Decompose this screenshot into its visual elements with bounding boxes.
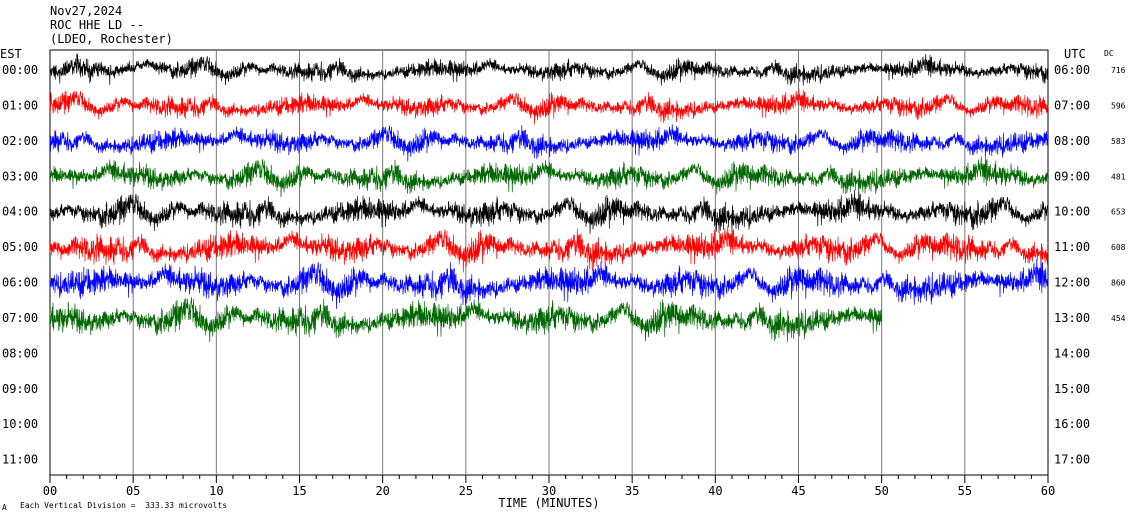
- trace-hour-0: [49, 53, 1049, 86]
- x-tick-label: 25: [459, 484, 473, 498]
- x-tick-label: 40: [708, 484, 722, 498]
- right-hour-label: 11:00: [1054, 240, 1090, 254]
- x-axis-title: TIME (MINUTES): [498, 496, 599, 510]
- timezone-left-label: EST: [0, 47, 22, 61]
- right-hour-label: 10:00: [1054, 205, 1090, 219]
- left-hour-label: 06:00: [2, 276, 38, 290]
- right-hour-label: 12:00: [1054, 276, 1090, 290]
- right-hour-label: 15:00: [1054, 382, 1090, 396]
- left-hour-label: 01:00: [2, 98, 38, 112]
- scale-note: Each Vertical Division = 333.33 microvol…: [20, 501, 228, 510]
- x-tick-label: 35: [625, 484, 639, 498]
- left-hour-label: 02:00: [2, 134, 38, 148]
- dc-value-label: 454: [1111, 314, 1126, 323]
- trace-hour-5: [49, 225, 1049, 273]
- left-hour-label: 04:00: [2, 205, 38, 219]
- dc-value-label: 860: [1111, 279, 1126, 288]
- left-hour-label: 05:00: [2, 240, 38, 254]
- left-hour-label: 03:00: [2, 169, 38, 183]
- right-hour-label: 06:00: [1054, 63, 1090, 77]
- right-hour-label: 07:00: [1054, 98, 1090, 112]
- left-hour-label: 10:00: [2, 417, 38, 431]
- dc-value-label: 481: [1111, 172, 1126, 181]
- header-network: (LDEO, Rochester): [50, 32, 173, 46]
- timezone-right-label: UTC: [1064, 47, 1086, 61]
- x-tick-label: 00: [43, 484, 57, 498]
- dc-value-label: 583: [1111, 137, 1126, 146]
- trace-hour-2: [49, 124, 1049, 162]
- left-hour-label: 07:00: [2, 311, 38, 325]
- x-tick-label: 20: [375, 484, 389, 498]
- trace-hour-6: [49, 259, 1049, 310]
- header-date: Nov27,2024: [50, 4, 123, 18]
- trace-hour-7: [49, 297, 883, 343]
- right-hour-label: 13:00: [1054, 311, 1090, 325]
- x-tick-label: 05: [126, 484, 140, 498]
- x-tick-label: 60: [1041, 484, 1055, 498]
- dc-value-label: 596: [1111, 101, 1126, 110]
- right-hour-label: 09:00: [1054, 169, 1090, 183]
- dc-header-label: DC: [1104, 49, 1114, 58]
- corner-mark: A: [2, 503, 7, 512]
- header-station: ROC HHE LD --: [50, 18, 144, 32]
- left-hour-label: 00:00: [2, 63, 38, 77]
- right-hour-label: 17:00: [1054, 453, 1090, 467]
- left-hour-label: 08:00: [2, 346, 38, 360]
- right-hour-label: 16:00: [1054, 417, 1090, 431]
- x-tick-label: 45: [791, 484, 805, 498]
- dc-value-label: 608: [1111, 243, 1126, 252]
- dc-value-label: 716: [1111, 66, 1126, 75]
- trace-hour-4: [49, 190, 1049, 234]
- dc-value-label: 653: [1111, 208, 1126, 217]
- x-tick-label: 55: [958, 484, 972, 498]
- trace-hour-3: [49, 156, 1049, 198]
- x-tick-label: 30: [542, 484, 556, 498]
- left-hour-label: 11:00: [2, 453, 38, 467]
- x-tick-label: 10: [209, 484, 223, 498]
- right-hour-label: 08:00: [1054, 134, 1090, 148]
- right-hour-label: 14:00: [1054, 346, 1090, 360]
- trace-hour-1: [49, 88, 1049, 125]
- left-hour-label: 09:00: [2, 382, 38, 396]
- x-tick-label: 50: [874, 484, 888, 498]
- x-tick-label: 15: [292, 484, 306, 498]
